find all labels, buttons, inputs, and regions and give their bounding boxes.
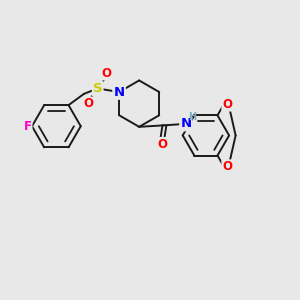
Text: S: S <box>93 82 103 95</box>
Text: F: F <box>23 120 32 133</box>
Text: O: O <box>84 98 94 110</box>
Text: N: N <box>180 117 191 130</box>
Text: H: H <box>188 112 196 122</box>
Text: O: O <box>222 98 232 111</box>
Text: N: N <box>113 85 125 98</box>
Text: N: N <box>113 85 125 98</box>
Text: O: O <box>222 160 232 173</box>
Text: O: O <box>157 138 167 151</box>
Text: O: O <box>102 67 112 80</box>
